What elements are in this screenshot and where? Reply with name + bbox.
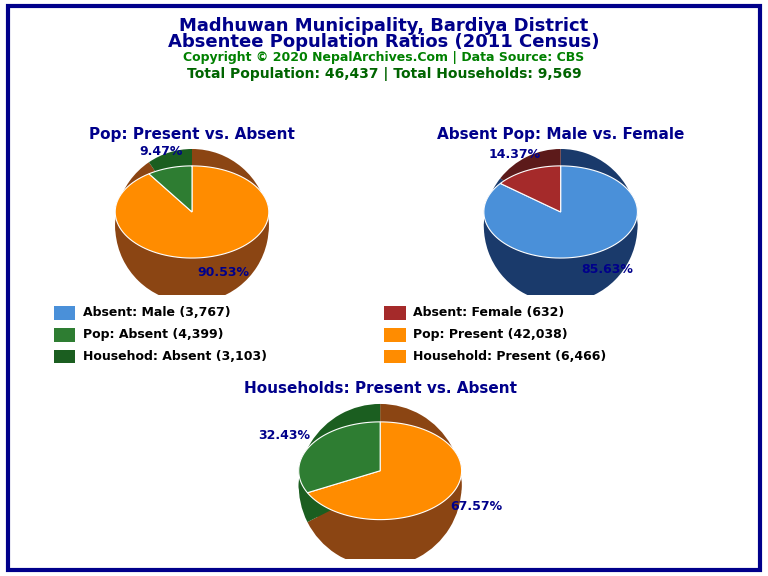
Polygon shape <box>299 422 380 507</box>
Text: Absent: Male (3,767): Absent: Male (3,767) <box>83 306 230 319</box>
Wedge shape <box>500 149 561 226</box>
Wedge shape <box>299 404 380 522</box>
Polygon shape <box>484 166 637 272</box>
Text: Madhuwan Municipality, Bardiya District: Madhuwan Municipality, Bardiya District <box>180 17 588 35</box>
Text: 67.57%: 67.57% <box>450 499 502 513</box>
Text: Househod: Absent (3,103): Househod: Absent (3,103) <box>83 350 267 363</box>
Polygon shape <box>115 166 269 272</box>
Polygon shape <box>149 166 192 212</box>
Text: 90.53%: 90.53% <box>197 266 249 279</box>
Wedge shape <box>484 149 637 302</box>
Polygon shape <box>500 166 561 197</box>
Title: Households: Present vs. Absent: Households: Present vs. Absent <box>243 381 517 396</box>
Text: Absentee Population Ratios (2011 Census): Absentee Population Ratios (2011 Census) <box>168 33 600 51</box>
Wedge shape <box>307 404 462 567</box>
Text: Household: Present (6,466): Household: Present (6,466) <box>413 350 607 363</box>
Wedge shape <box>115 149 269 302</box>
Wedge shape <box>149 149 192 226</box>
Polygon shape <box>149 166 192 188</box>
Polygon shape <box>307 422 462 520</box>
Text: 85.63%: 85.63% <box>581 263 633 276</box>
Polygon shape <box>500 166 561 212</box>
Text: 9.47%: 9.47% <box>139 145 183 158</box>
Title: Absent Pop: Male vs. Female: Absent Pop: Male vs. Female <box>437 127 684 142</box>
Polygon shape <box>307 422 462 535</box>
Text: Total Population: 46,437 | Total Households: 9,569: Total Population: 46,437 | Total Househo… <box>187 67 581 81</box>
Text: Pop: Absent (4,399): Pop: Absent (4,399) <box>83 328 223 341</box>
Polygon shape <box>299 422 380 492</box>
Text: Copyright © 2020 NepalArchives.Com | Data Source: CBS: Copyright © 2020 NepalArchives.Com | Dat… <box>184 51 584 64</box>
Title: Pop: Present vs. Absent: Pop: Present vs. Absent <box>89 127 295 142</box>
Text: Absent: Female (632): Absent: Female (632) <box>413 306 564 319</box>
Polygon shape <box>484 166 637 258</box>
Text: Pop: Present (42,038): Pop: Present (42,038) <box>413 328 568 341</box>
Text: 32.43%: 32.43% <box>259 429 310 442</box>
Text: 14.37%: 14.37% <box>488 148 541 161</box>
Polygon shape <box>115 166 269 258</box>
